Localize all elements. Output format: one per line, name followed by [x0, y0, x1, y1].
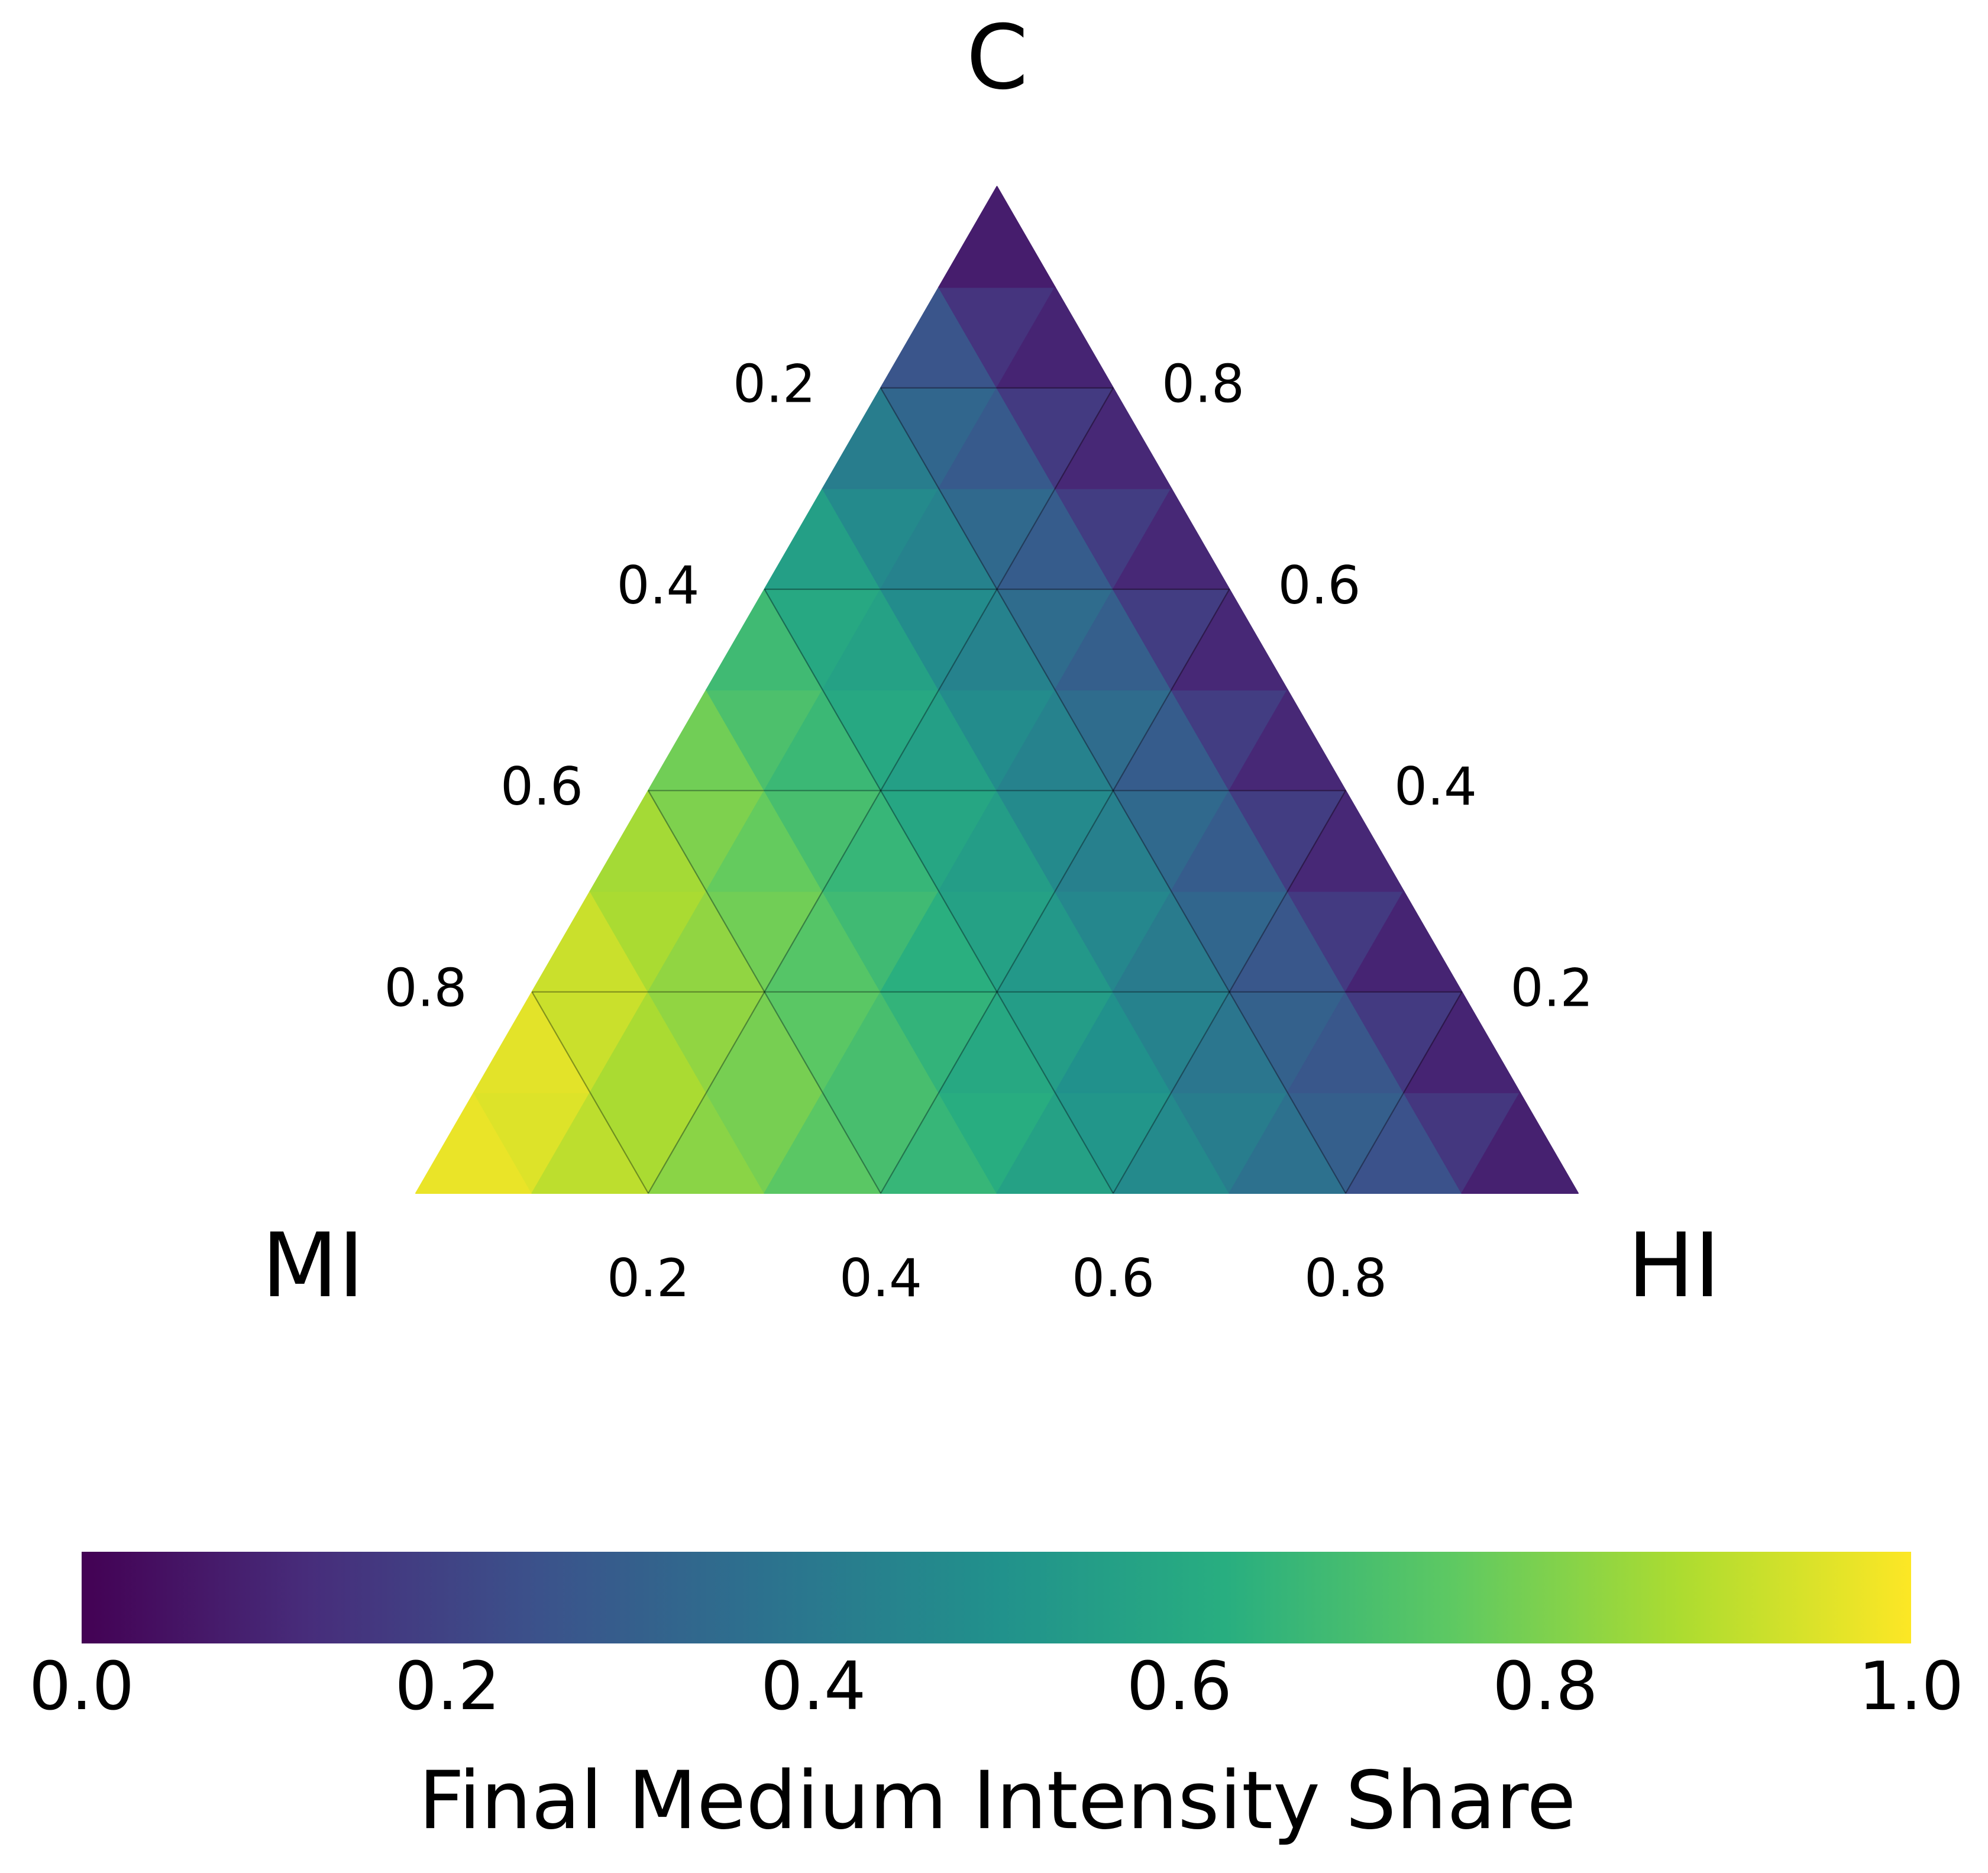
grid-line	[880, 589, 1230, 1194]
heat-cell	[1286, 790, 1405, 892]
left-tick-label: 0.8	[384, 958, 467, 1019]
bottom-tick-label: 0.4	[839, 1248, 922, 1309]
grid-line	[1113, 790, 1346, 1194]
colorbar-tick-label: 0.2	[395, 1648, 500, 1725]
colorbar-tick-label: 0.6	[1127, 1648, 1232, 1725]
heat-cell	[1054, 387, 1172, 489]
grid-line	[880, 387, 1346, 1194]
heat-cell	[996, 286, 1114, 389]
left-label: MI	[261, 1215, 364, 1317]
heat-cell	[1113, 487, 1230, 590]
colorbar-tick-label: 0.0	[29, 1648, 134, 1725]
grid-line	[648, 387, 1114, 1194]
colorbar-tick-label: 0.4	[761, 1648, 866, 1725]
heat-cell	[1345, 890, 1463, 993]
left-tick-label: 0.6	[500, 756, 583, 817]
left-tick-label: 0.4	[617, 555, 700, 616]
colorbar-label: Final Medium Intensity Share	[419, 1754, 1576, 1847]
heat-cell	[1461, 1091, 1579, 1194]
left-tick-label: 0.2	[733, 354, 816, 415]
right-tick-label: 0.2	[1511, 958, 1593, 1019]
heat-cell	[1171, 588, 1288, 691]
grid-line	[1345, 992, 1463, 1194]
grid	[531, 387, 1463, 1194]
colorbar-tick-label: 1.0	[1858, 1648, 1964, 1725]
grid-line	[531, 992, 649, 1194]
colorbar	[82, 1552, 1911, 1643]
heat-cell	[938, 186, 1056, 288]
grid-line	[648, 790, 881, 1194]
heat-cell	[1403, 991, 1521, 1093]
right-tick-label: 0.8	[1162, 354, 1244, 415]
top-label: C	[966, 7, 1029, 109]
colorbar-tick-label: 0.8	[1492, 1648, 1598, 1725]
right-label: HI	[1627, 1215, 1720, 1317]
right-tick-label: 0.4	[1394, 756, 1477, 817]
bottom-tick-label: 0.8	[1304, 1248, 1387, 1309]
grid-line	[764, 589, 1114, 1194]
bottom-tick-label: 0.6	[1072, 1248, 1155, 1309]
heatmap	[415, 186, 1579, 1194]
bottom-tick-label: 0.2	[607, 1248, 690, 1309]
heat-cell	[1229, 689, 1346, 792]
right-tick-label: 0.6	[1278, 555, 1361, 616]
